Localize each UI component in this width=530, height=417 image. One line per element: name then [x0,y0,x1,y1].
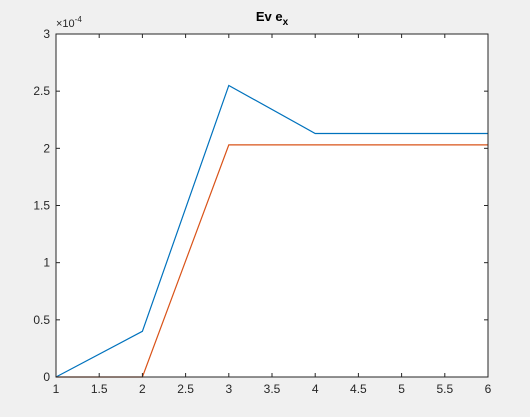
chart-title: Ev ex [256,9,289,28]
y-tick-label: 1.5 [33,199,50,213]
x-tick-label: 2.5 [177,382,194,396]
tick-layer: 1 1.5 2 2.5 3 3.5 4 4.5 5 5.5 6 0 0.5 1 1.5 2 2.5 3 [33,27,491,396]
x-tick-label: 6 [485,382,492,396]
series-line-1 [55,84,488,378]
y-tick-label: 2 [43,141,50,155]
chart-title-subscript: x [283,17,289,28]
x-tick-label: 1.5 [91,382,108,396]
x-tick-label: 5 [398,382,405,396]
y-tick-label: 2.5 [33,84,50,98]
x-tick-label: 1 [53,382,60,396]
x-tick-label: 2 [139,382,146,396]
x-tick-label: 4 [312,382,319,396]
y-exponent-base: ×10 [56,18,75,30]
axes-background [56,34,488,377]
x-tick-label: 4.5 [350,382,367,396]
y-tick-label: 0.5 [33,313,50,327]
x-tick-label: 3.5 [264,382,281,396]
x-tick-label: 5.5 [436,382,453,396]
y-exponent-power: -4 [75,15,83,24]
y-tick-label: 1 [43,256,50,270]
y-tick-label: 3 [43,27,50,41]
chart-title-main: Ev e [256,9,283,24]
x-tick-label: 3 [225,382,232,396]
y-tick-label: 0 [43,370,50,384]
y-exponent-label: ×10-4 [56,15,82,30]
